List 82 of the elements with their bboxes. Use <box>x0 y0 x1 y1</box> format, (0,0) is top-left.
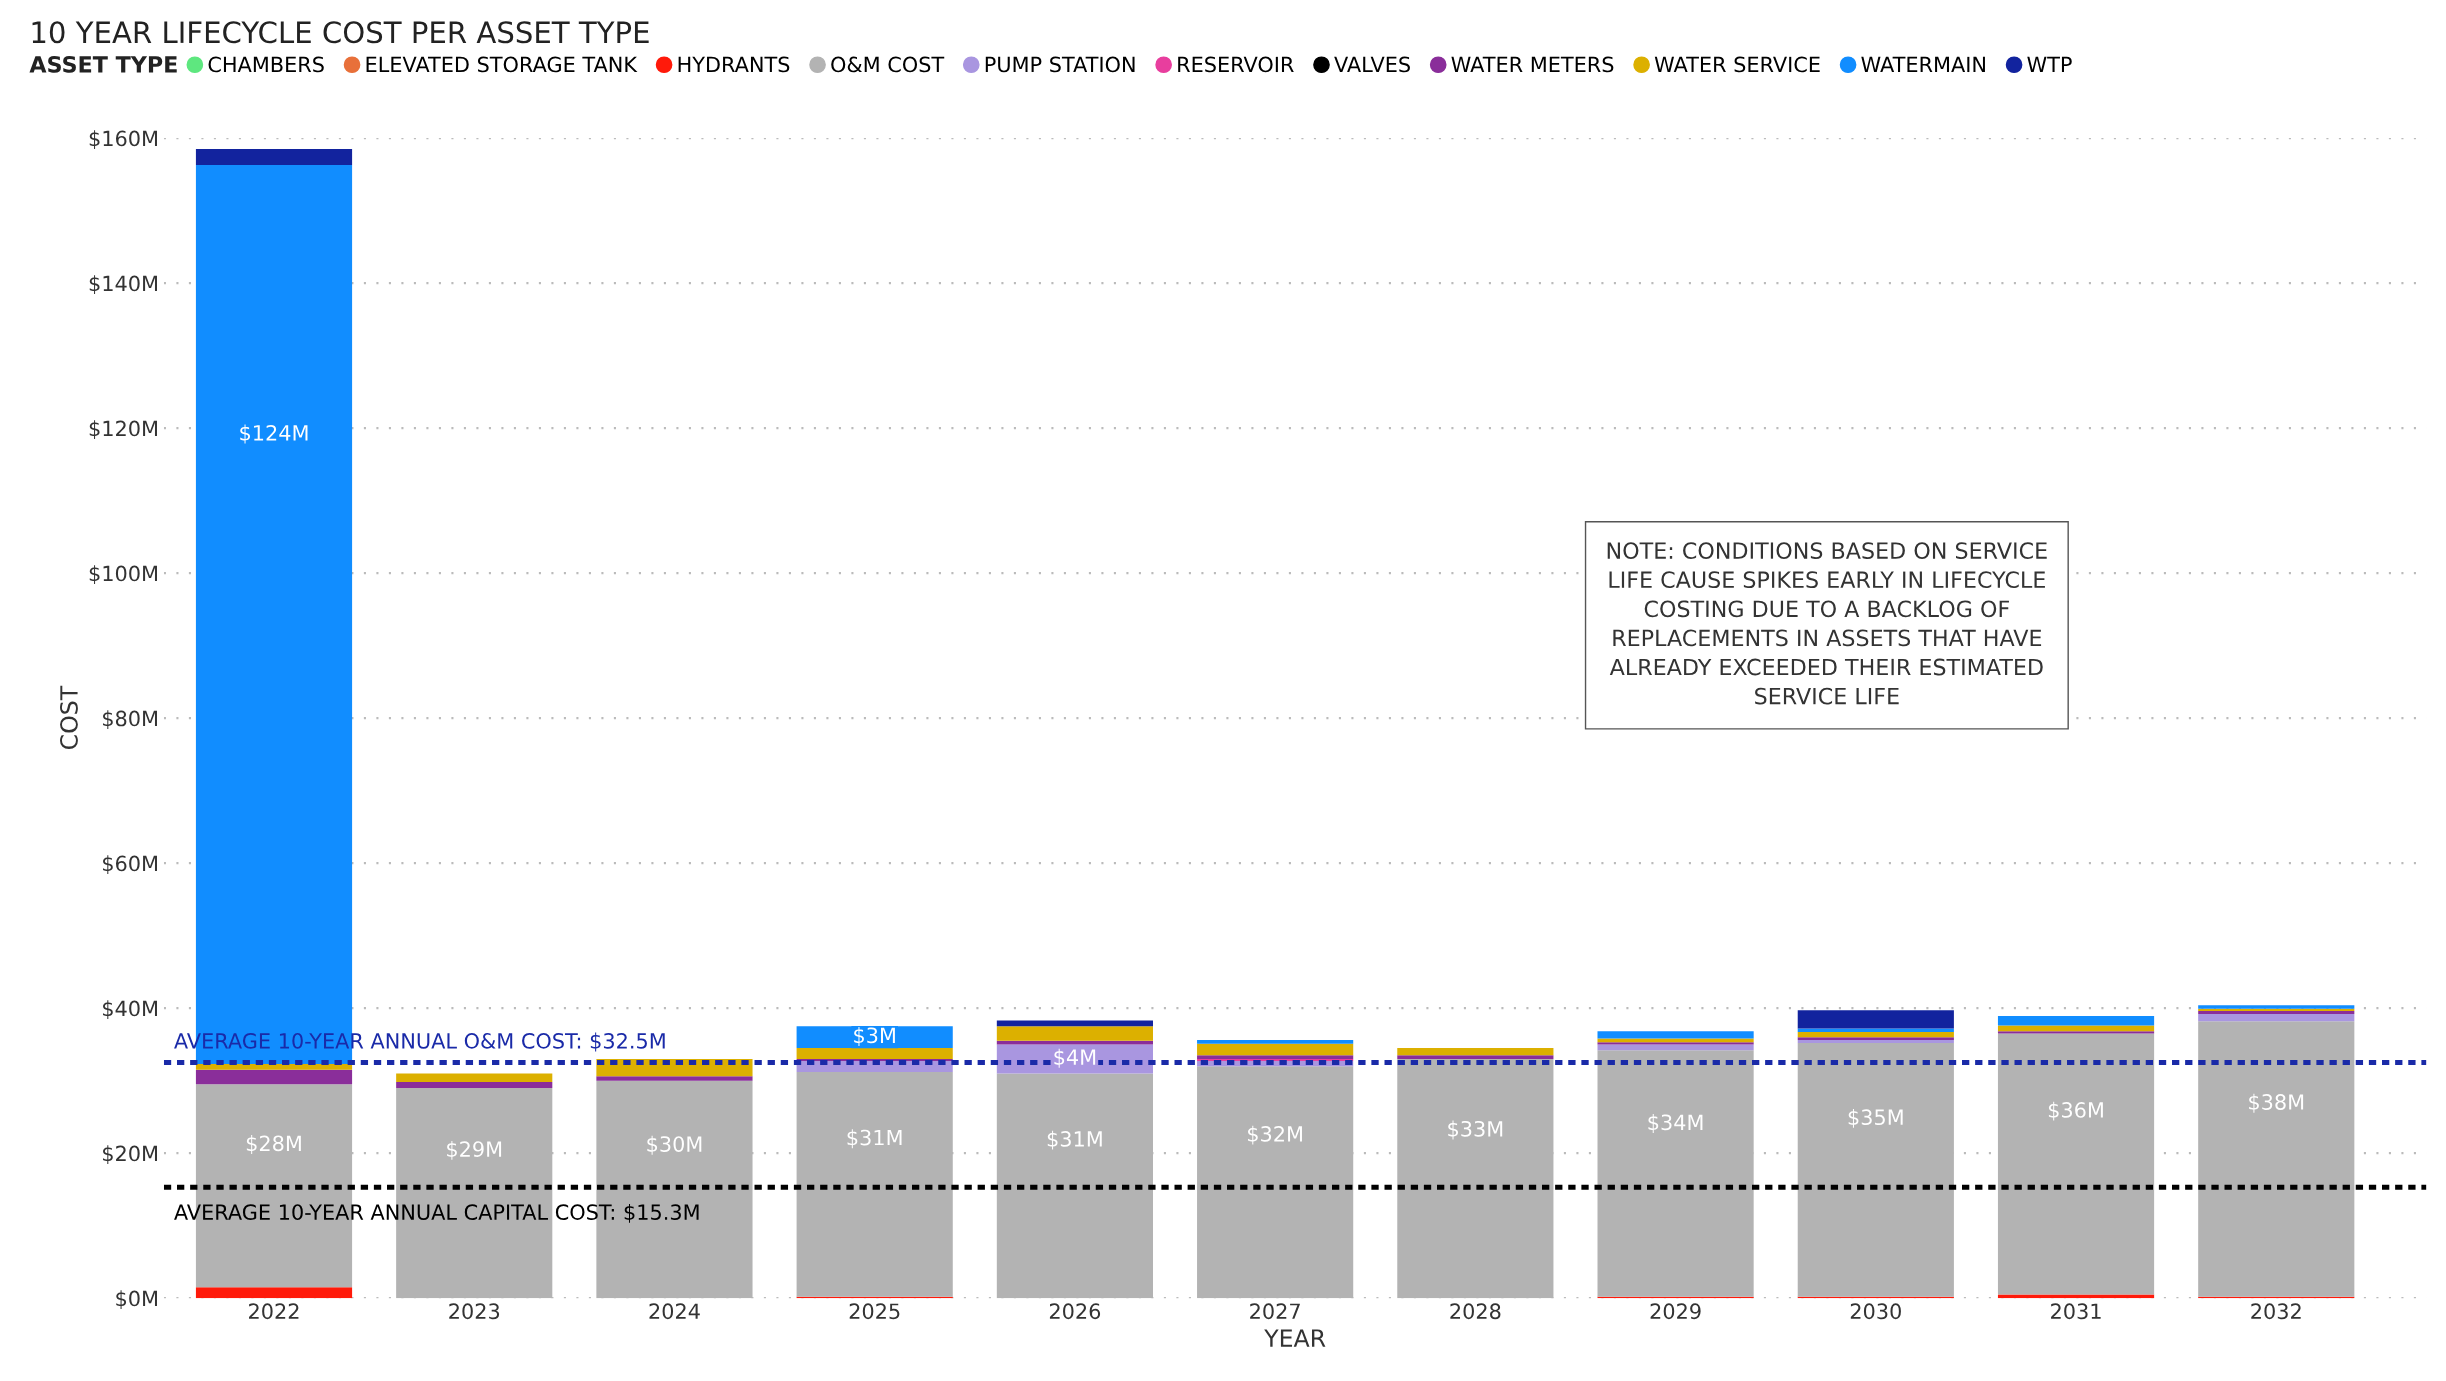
data-label: $29M <box>447 1140 502 1160</box>
y-tick-label: $40M <box>103 1000 157 1020</box>
data-label: $28M <box>246 1135 301 1154</box>
bar <box>1597 1050 1754 1297</box>
bar <box>1797 1028 1954 1033</box>
x-tick-label: 2031 <box>2051 1303 2101 1320</box>
bar <box>1597 1044 1754 1051</box>
legend-label: WTP <box>2027 56 2072 73</box>
chart-title: 10 YEAR LIFECYCLE COST PER ASSET TYPE <box>32 21 649 44</box>
y-tick-label: $120M <box>89 420 157 440</box>
legend-label: VALVES <box>1334 56 1410 73</box>
bar <box>596 1076 753 1081</box>
legend-label: RESERVOIR <box>1178 56 1294 73</box>
data-label: $35M <box>1848 1108 1903 1128</box>
bar <box>1597 1031 1754 1039</box>
data-label: $31M <box>847 1129 902 1149</box>
data-label: $4M <box>1054 1048 1096 1068</box>
y-tick-label: $160M <box>89 130 157 150</box>
data-label: $38M <box>2249 1093 2304 1113</box>
bar <box>1797 1032 1954 1038</box>
bar <box>396 1082 553 1088</box>
bar <box>996 1073 1153 1299</box>
bar <box>195 148 353 165</box>
bar <box>2198 1021 2355 1297</box>
legend-label: O&M COST <box>831 56 945 73</box>
bar <box>1997 1033 2155 1295</box>
bar <box>1197 1040 1354 1044</box>
legend-label: WATER SERVICE <box>1654 56 1820 73</box>
x-axis-title: YEAR <box>1264 1329 1326 1347</box>
data-label: $34M <box>1648 1114 1703 1133</box>
y-tick-label: $80M <box>103 710 157 730</box>
y-tick-label: $60M <box>103 855 157 875</box>
bar <box>1397 1048 1554 1056</box>
bar <box>195 1063 353 1070</box>
x-tick-label: 2028 <box>1450 1303 1501 1320</box>
data-label: $31M <box>1047 1130 1102 1150</box>
bar <box>396 1073 553 1083</box>
y-tick-label: $0M <box>116 1290 157 1310</box>
bar <box>796 1048 953 1059</box>
ref-line-label: AVERAGE 10-YEAR ANNUAL CAPITAL COST: $15.3M <box>174 1203 699 1223</box>
bar <box>1797 1042 1954 1297</box>
bar <box>996 1020 1153 1027</box>
bar <box>195 1069 353 1085</box>
legend-label: WATER METERS <box>1451 56 1614 73</box>
bar <box>1197 1066 1354 1299</box>
x-tick-label: 2022 <box>249 1303 299 1320</box>
y-tick-label: $100M <box>89 565 157 585</box>
x-tick-label: 2025 <box>849 1303 900 1320</box>
bar <box>796 1071 953 1297</box>
legend-label: HYDRANTS <box>678 56 790 73</box>
x-tick-label: 2029 <box>1650 1303 1701 1320</box>
x-tick-label: 2032 <box>2251 1303 2301 1320</box>
data-label: $32M <box>1247 1125 1302 1145</box>
bar <box>1997 1016 2155 1026</box>
x-tick-label: 2023 <box>449 1303 500 1320</box>
legend-label: PUMP STATION <box>985 56 1135 73</box>
annotation: NOTE: CONDITIONS BASED ON SERVICE LIFE CAUSE SPIKES EARLY IN LIFECYCLE COSTING DUE TO A BACKLOG OF REPLACEMENTS IN ASSETS THAT HAVE ALREADY EXCEEDED THEIR ESTIMATED SERVICE LIFE <box>1607 542 2047 705</box>
data-label: $3M <box>854 1027 895 1046</box>
y-tick-label: $140M <box>89 275 157 295</box>
x-tick-label: 2030 <box>1850 1303 1901 1320</box>
x-tick-label: 2027 <box>1250 1303 1300 1320</box>
data-label: $124M <box>240 424 308 444</box>
bar <box>1997 1031 2155 1034</box>
legend-label: CHAMBERS <box>208 56 324 73</box>
bar <box>1397 1055 1554 1059</box>
legend-label: ELEVATED STORAGE TANK <box>366 56 638 73</box>
data-label: $33M <box>1448 1120 1503 1140</box>
bar <box>1197 1043 1354 1056</box>
data-label: $36M <box>2048 1101 2103 1121</box>
bar <box>195 1287 353 1299</box>
bar <box>2198 1013 2355 1022</box>
bar <box>1797 1010 1954 1029</box>
data-label: $30M <box>647 1135 702 1155</box>
y-axis-title: COST <box>60 685 78 750</box>
bar <box>1597 1042 1754 1045</box>
bar <box>996 1026 1153 1041</box>
legend-title: ASSET TYPE <box>29 55 177 73</box>
x-tick-label: 2026 <box>1049 1303 1101 1320</box>
x-tick-label: 2024 <box>649 1303 700 1320</box>
y-tick-label: $20M <box>103 1145 157 1165</box>
legend-label: WATERMAIN <box>1861 56 1985 73</box>
bar <box>1397 1058 1554 1299</box>
